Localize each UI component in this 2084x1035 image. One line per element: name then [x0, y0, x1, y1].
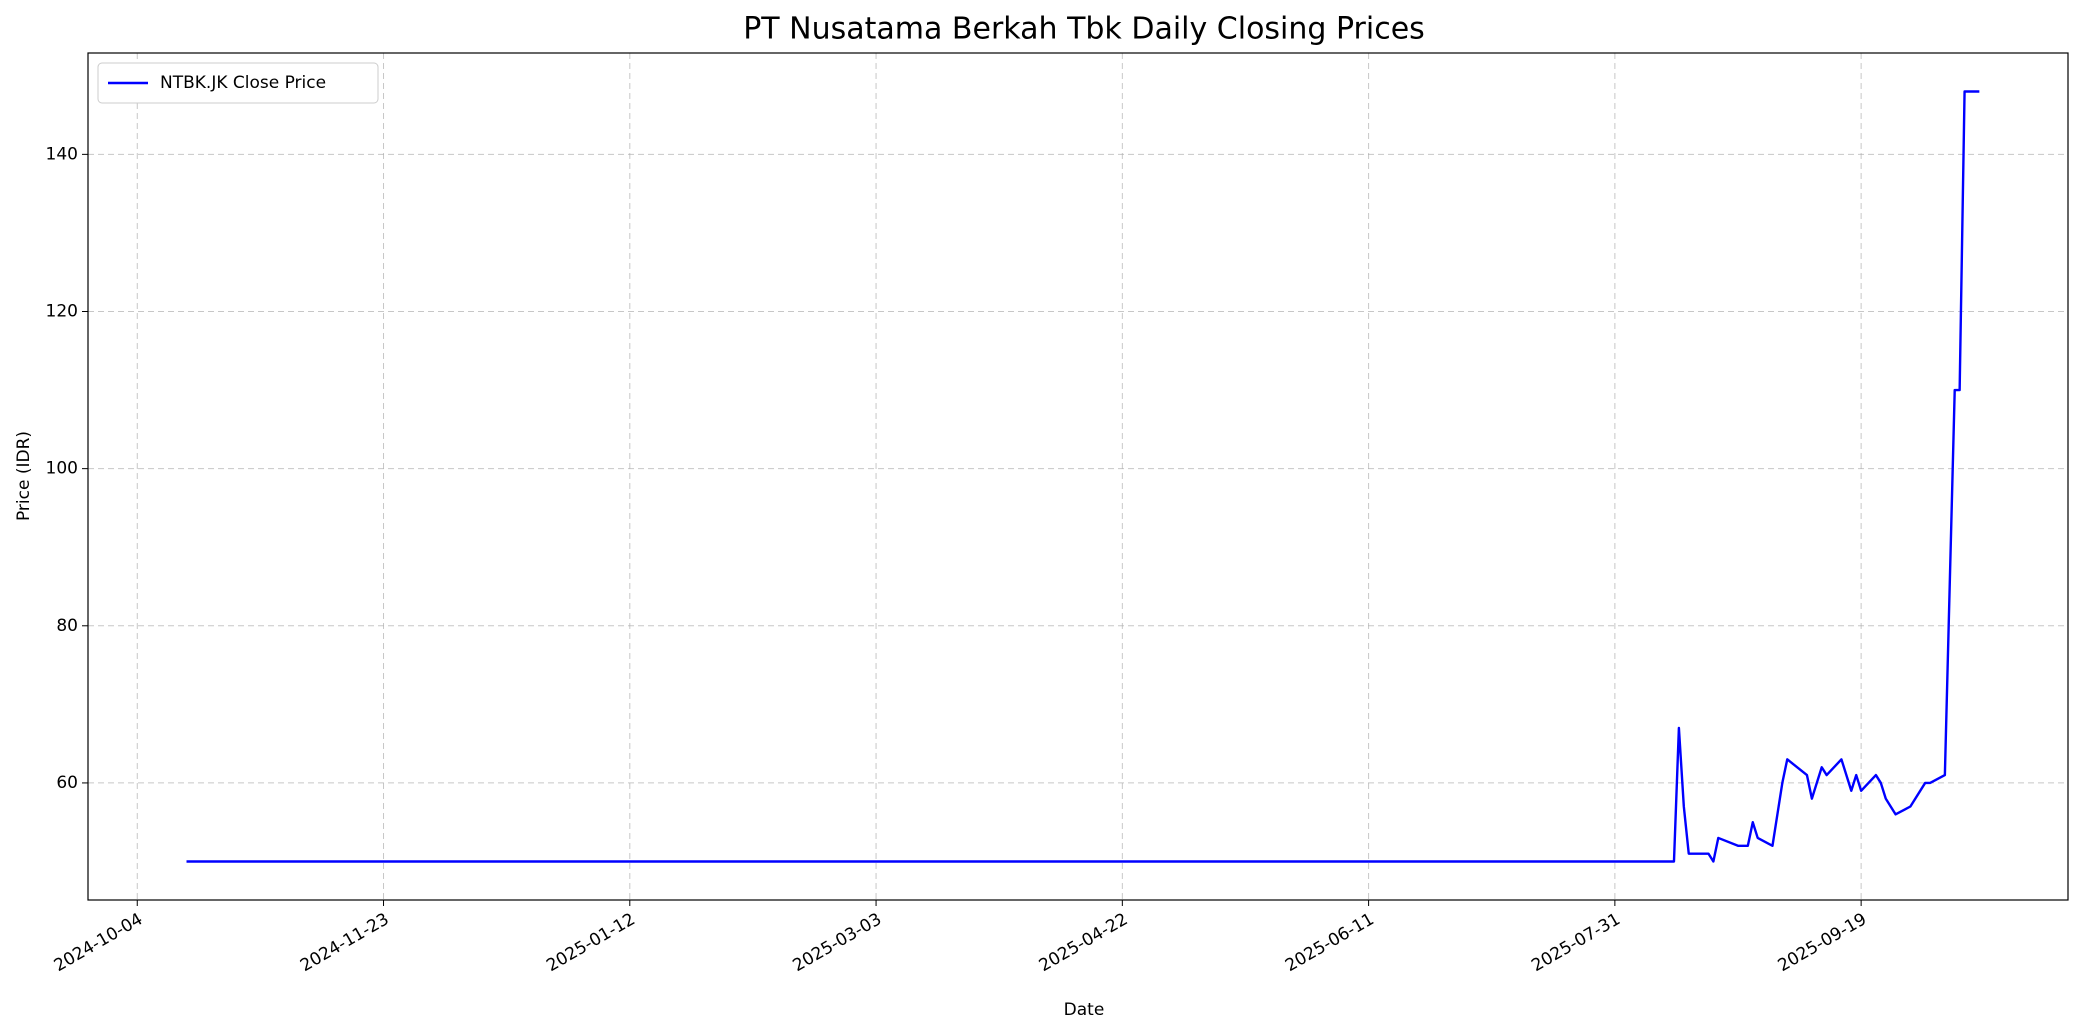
- legend-label: NTBK.JK Close Price: [160, 73, 326, 93]
- y-axis-label: Price (IDR): [14, 431, 34, 521]
- x-tick-label: 2025-03-03: [789, 909, 885, 976]
- x-tick-label: 2025-04-22: [1036, 909, 1132, 976]
- y-tick-label: 140: [46, 144, 78, 164]
- x-axis-label: Date: [1064, 1000, 1105, 1020]
- chart-title: PT Nusatama Berkah Tbk Daily Closing Pri…: [743, 12, 1425, 47]
- x-tick-label: 2024-11-23: [297, 909, 393, 976]
- x-tick-label: 2025-06-11: [1282, 909, 1378, 976]
- y-tick-label: 120: [46, 302, 78, 322]
- y-tick-label: 60: [56, 773, 78, 793]
- x-tick-label: 2025-01-12: [543, 909, 639, 976]
- y-tick-label: 100: [46, 459, 78, 479]
- x-tick-label: 2024-10-04: [51, 909, 147, 976]
- legend-box: [97, 62, 379, 104]
- y-tick-label: 80: [56, 616, 78, 636]
- plot-frame: [87, 52, 2069, 901]
- x-tick-label: 2025-09-19: [1775, 909, 1871, 976]
- legend: NTBK.JK Close Price: [97, 62, 379, 104]
- price-line: [186, 90, 1980, 863]
- x-tick-label: 2025-07-31: [1528, 909, 1624, 976]
